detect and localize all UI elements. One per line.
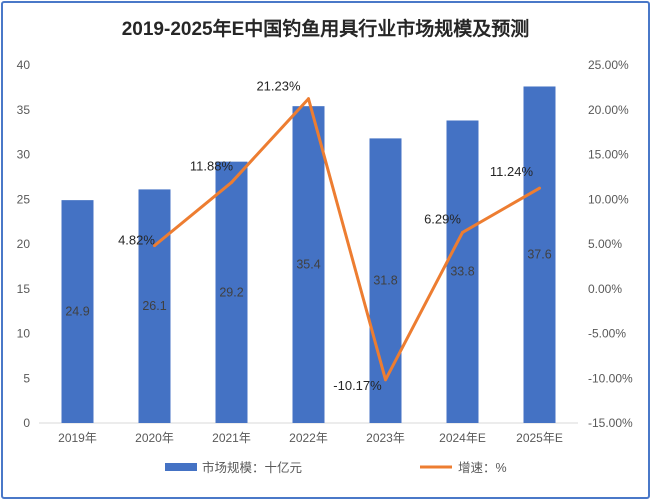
- x-tick-label: 2019年: [58, 431, 97, 445]
- bar: [138, 189, 171, 423]
- left-tick-label: 0: [23, 416, 30, 430]
- growth-data-label: 11.24%: [490, 164, 534, 179]
- left-tick-label: 20: [17, 237, 31, 251]
- bar-data-label: 31.8: [373, 274, 397, 288]
- bar: [215, 161, 248, 423]
- x-tick-label: 2020年: [135, 431, 174, 445]
- growth-point: [461, 230, 464, 234]
- bar: [446, 120, 479, 424]
- bar-data-label: 29.2: [219, 285, 243, 299]
- x-tick-label: 2025年E: [516, 431, 563, 445]
- right-tick-label: 10.00%: [588, 192, 629, 206]
- bar-data-label: 35.4: [296, 258, 320, 272]
- growth-point: [384, 378, 387, 382]
- right-tick-label: 5.00%: [588, 237, 622, 251]
- bar-data-label: 24.9: [65, 305, 89, 319]
- bar: [61, 200, 94, 423]
- left-tick-label: 10: [17, 327, 31, 341]
- left-tick-label: 15: [17, 282, 31, 296]
- legend-line-label: 增速：%: [458, 460, 507, 475]
- growth-data-label: 21.23%: [256, 79, 301, 94]
- growth-point: [153, 244, 156, 248]
- right-tick-label: -15.00%: [588, 416, 633, 430]
- left-tick-label: 5: [23, 371, 30, 385]
- growth-point: [538, 186, 541, 190]
- growth-point: [230, 180, 233, 184]
- growth-data-label: 4.82%: [118, 233, 155, 248]
- left-tick-label: 35: [17, 103, 31, 117]
- growth-point: [307, 97, 310, 101]
- right-tick-label: 20.00%: [588, 103, 629, 117]
- bar-data-label: 37.6: [527, 248, 551, 262]
- x-tick-label: 2023年: [366, 431, 405, 445]
- left-tick-label: 40: [17, 58, 31, 72]
- bar: [292, 106, 325, 424]
- x-tick-label: 2021年: [212, 431, 251, 445]
- legend-bar-label: 市场规模：十亿元: [202, 460, 302, 475]
- x-tick-label: 2022年: [289, 431, 328, 445]
- legend-bar-swatch: [165, 463, 197, 471]
- right-tick-label: -5.00%: [588, 327, 626, 341]
- right-tick-label: -10.00%: [588, 371, 633, 385]
- x-tick-label: 2024年E: [439, 431, 486, 445]
- right-tick-label: 0.00%: [588, 282, 622, 296]
- bar-data-label: 26.1: [142, 299, 166, 313]
- right-tick-label: 25.00%: [588, 58, 629, 72]
- bar-data-label: 33.8: [450, 265, 474, 279]
- bar: [523, 86, 556, 423]
- right-tick-label: 15.00%: [588, 148, 629, 162]
- chart-title: 2019-2025年E中国钓鱼用具行业市场规模及预测: [121, 19, 530, 40]
- growth-line: [153, 97, 541, 382]
- growth-data-label: 6.29%: [424, 211, 461, 226]
- left-tick-label: 30: [17, 148, 31, 162]
- growth-data-label: 11.88%: [190, 158, 234, 173]
- growth-data-label: -10.17%: [333, 378, 382, 393]
- left-tick-label: 25: [17, 192, 31, 206]
